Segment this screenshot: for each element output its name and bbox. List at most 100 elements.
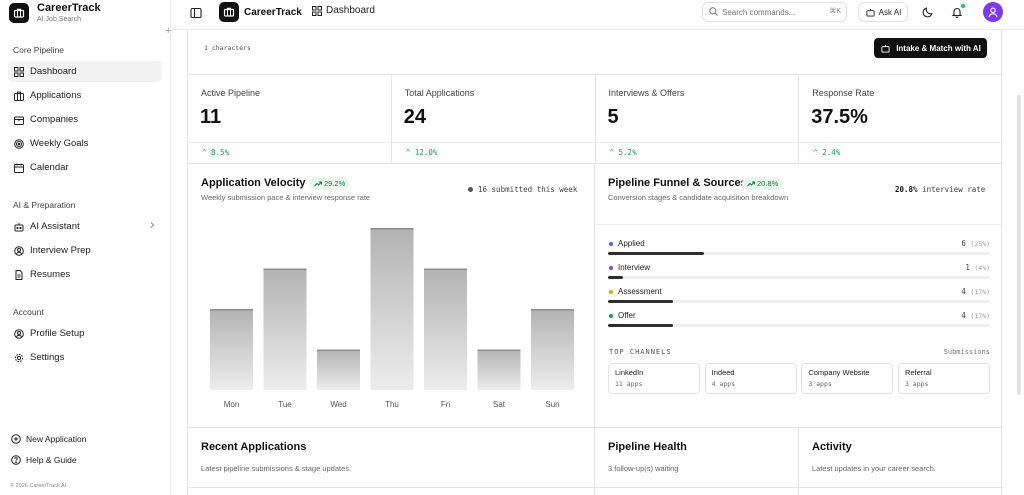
stage-track [608,252,990,255]
x-tick-label: Wed [330,400,346,409]
document-icon [13,269,24,280]
ask-ai-button[interactable]: Ask AI [858,2,908,22]
grid-icon [13,66,24,77]
stat-delta: ^ 2.4% [799,142,1003,165]
recent-applications-card: Recent Applications Latest pipeline subm… [188,428,595,495]
sidebar-item-dashboard[interactable]: Dashboard [8,61,162,82]
stat-interviews-offers[interactable]: Interviews & Offers 5 ^ 5.2% [595,75,800,165]
sidebar-toggle-icon[interactable] [190,6,204,20]
stat-total-applications[interactable]: Total Applications 24 ^ 12.0% [391,75,596,163]
sidebar-item-weekly-goals[interactable]: Weekly Goals [8,133,162,154]
stat-delta-value: 2.4% [822,148,841,157]
bar-cap-sun [531,309,574,311]
stage-percent: (17%) [970,312,990,320]
users-icon [13,245,24,256]
help-guide-link[interactable]: Help & Guide [10,454,77,465]
sidebar-item-ai-assistant[interactable]: AI Assistant [8,216,162,237]
plus-icon: + [165,25,172,37]
section-label-account: Account [13,307,44,317]
stage-dot [609,242,613,246]
stat-active-pipeline[interactable]: Active Pipeline 11 ^ 8.5% [188,75,392,163]
channel-card-indeed[interactable]: Indeed 4 apps [704,363,797,394]
sidebar-item-interview-prep[interactable]: Interview Prep [8,240,162,261]
briefcase-logo-icon [219,2,239,22]
funnel-stage-assessment[interactable]: Assessment 4 (17%) [608,287,990,309]
sidebar-item-resumes[interactable]: Resumes [8,264,162,285]
sidebar-item-label: Calendar [30,162,69,173]
submissions-label: Submissions [943,348,990,356]
stat-delta-value: 8.5% [211,148,230,157]
bell-icon[interactable] [951,5,964,19]
moon-icon[interactable] [922,5,935,18]
stage-count-value: 4 [961,287,966,296]
bar-sun[interactable] [531,309,574,390]
x-tick-label: Thu [385,400,399,409]
channel-count: 3 apps [904,380,929,388]
mid-row: Application Velocity 29.2% Weekly submis… [188,164,1003,428]
velocity-badge: 29.2% [309,177,351,190]
velocity-bar-chart: Mon Tue Wed Thu Fri Sat Sun [210,228,574,409]
stage-track [608,324,990,327]
sidebar-item-label: Weekly Goals [30,138,89,149]
search-input[interactable] [722,7,814,17]
scrollbar[interactable] [1017,95,1021,395]
bar-mon[interactable] [210,309,253,390]
sidebar-item-applications[interactable]: Applications [8,85,162,106]
pipeline-health-card: Pipeline Health 3 follow-up(s) waiting [595,428,799,495]
sidebar-item-label: Applications [30,90,82,101]
channel-card-referral[interactable]: Referral 3 apps [897,363,990,394]
stage-percent: (17%) [970,288,990,296]
intake-match-button[interactable]: Intake & Match with AI [874,38,987,58]
gear-icon [13,352,24,363]
stat-label: Response Rate [812,88,875,98]
stage-count-value: 1 [965,263,970,272]
stage-progress [608,324,673,327]
bar-wed[interactable] [317,349,360,390]
bar-thu[interactable] [370,228,414,390]
channel-count: 4 apps [711,380,736,388]
stage-count: 1 (4%) [965,263,990,272]
stat-label: Total Applications [404,88,475,98]
brand[interactable]: CareerTrack AI Job Search [9,3,101,23]
bar-sat[interactable] [477,349,521,390]
stat-delta: ^ 5.2% [595,142,799,165]
bar-cap-mon [210,309,253,311]
stage-progress [608,300,673,303]
x-tick-label: Mon [224,400,240,409]
trend-up-icon: ^ [813,148,823,157]
main-content: 1 characters Intake & Match with AI Acti… [187,30,1003,495]
new-application-button[interactable]: New Application [10,433,86,444]
command-search[interactable]: ⌘K [702,2,847,22]
breadcrumb[interactable]: Dashboard [311,5,375,16]
stat-value: 5 [607,106,619,128]
x-tick-label: Sat [493,400,506,409]
user-icon [13,328,24,339]
avatar[interactable] [983,2,1003,22]
bar-fri[interactable] [424,268,467,390]
channel-card-linkedin[interactable]: LinkedIn 11 apps [608,363,700,394]
stage-progress [608,252,704,255]
sidebar-item-label: Companies [30,114,79,125]
sidebar: CareerTrack AI Job Search + Core Pipelin… [0,0,171,495]
bot-icon [865,7,876,18]
help-circle-icon [10,454,21,465]
funnel-stage-offer[interactable]: Offer 4 (17%) [608,311,990,333]
sidebar-item-settings[interactable]: Settings [8,347,162,368]
stage-count: 4 (17%) [961,311,990,320]
channel-card-company-website[interactable]: Company Website 3 apps [801,363,894,394]
x-tick-label: Tue [278,400,292,409]
briefcase-logo-icon [9,3,29,23]
funnel-stage-applied[interactable]: Applied 6 (25%) [608,239,990,261]
bot-icon [880,43,891,54]
sidebar-item-profile-setup[interactable]: Profile Setup [8,323,162,344]
divider [595,487,798,488]
sidebar-item-companies[interactable]: Companies [8,109,162,130]
channel-name: Indeed [711,368,735,377]
velocity-subtitle: Weekly submission pace & interview respo… [201,193,371,202]
stat-response-rate[interactable]: Response Rate 37.5% ^ 2.4% [799,75,1003,163]
bottom-row: Recent Applications Latest pipeline subm… [188,428,1003,495]
bar-tue[interactable] [263,268,307,390]
funnel-stage-interview[interactable]: Interview 1 (4%) [608,263,990,285]
x-tick-label: Fri [441,400,451,409]
sidebar-item-calendar[interactable]: Calendar [8,157,162,178]
